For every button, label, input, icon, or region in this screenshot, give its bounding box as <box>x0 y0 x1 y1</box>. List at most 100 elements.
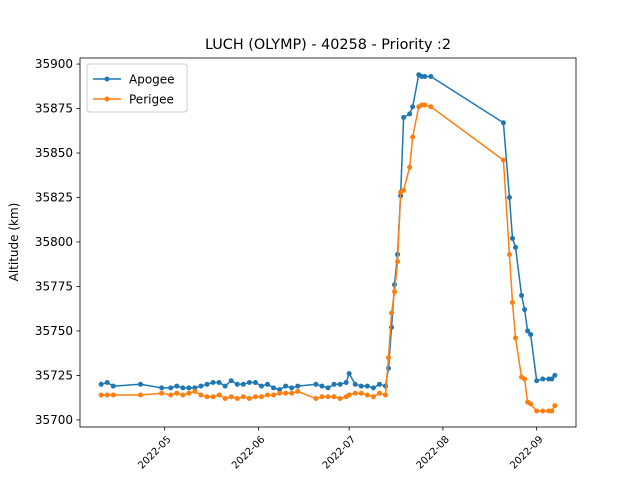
point <box>319 394 325 400</box>
point <box>376 381 382 387</box>
chart-title: LUCH (OLYMP) - 40258 - Priority :2 <box>205 37 451 53</box>
y-tick-label: 35900 <box>35 57 73 71</box>
point <box>522 376 528 382</box>
point <box>204 381 210 387</box>
point <box>370 385 376 391</box>
point <box>159 385 165 391</box>
point <box>337 396 343 402</box>
y-tick-label: 35800 <box>35 235 73 249</box>
point <box>343 380 349 386</box>
point <box>104 392 110 398</box>
point <box>222 383 228 389</box>
point <box>352 381 358 387</box>
point <box>174 390 180 396</box>
point <box>370 394 376 400</box>
legend-marker <box>104 96 110 102</box>
point <box>534 408 540 414</box>
point <box>534 378 540 384</box>
point <box>325 394 331 400</box>
point <box>428 104 434 110</box>
point <box>277 387 283 393</box>
point <box>271 385 277 391</box>
point <box>289 385 295 391</box>
point <box>500 120 506 126</box>
point <box>401 187 407 193</box>
point <box>110 392 116 398</box>
point <box>549 376 555 382</box>
legend-label: Perigee <box>129 93 174 107</box>
point <box>325 385 331 391</box>
point <box>358 390 364 396</box>
legend-marker <box>104 76 110 82</box>
point <box>313 396 319 402</box>
point <box>210 380 216 386</box>
point <box>528 401 534 407</box>
y-tick-label: 35775 <box>35 279 73 293</box>
y-tick-label: 35850 <box>35 146 73 160</box>
point <box>552 403 558 409</box>
point <box>210 394 216 400</box>
point <box>295 388 301 394</box>
point <box>364 392 370 398</box>
point <box>216 380 222 386</box>
point <box>401 114 407 120</box>
point <box>228 378 234 384</box>
y-tick-label: 35700 <box>35 413 73 427</box>
point <box>98 381 104 387</box>
point <box>216 392 222 398</box>
point <box>283 383 289 389</box>
point <box>198 392 204 398</box>
point <box>500 157 506 163</box>
point <box>258 394 264 400</box>
point <box>540 408 546 414</box>
point <box>246 380 252 386</box>
point <box>389 310 395 316</box>
point <box>110 383 116 389</box>
point <box>331 381 337 387</box>
point <box>506 251 512 257</box>
legend-label: Apogee <box>129 73 175 87</box>
point <box>137 392 143 398</box>
point <box>509 299 515 305</box>
point <box>376 390 382 396</box>
point <box>265 392 271 398</box>
y-tick-label: 35750 <box>35 324 73 338</box>
point <box>506 194 512 200</box>
point <box>519 292 525 298</box>
point <box>410 134 416 140</box>
point <box>509 235 515 241</box>
point <box>198 383 204 389</box>
point <box>265 381 271 387</box>
point <box>428 74 434 80</box>
point <box>234 381 240 387</box>
point <box>240 381 246 387</box>
point <box>137 381 143 387</box>
point <box>277 390 283 396</box>
point <box>289 390 295 396</box>
point <box>395 259 401 265</box>
point <box>283 390 289 396</box>
point <box>104 380 110 386</box>
point <box>346 392 352 398</box>
point <box>382 392 388 398</box>
point <box>180 385 186 391</box>
point <box>337 381 343 387</box>
point <box>192 388 198 394</box>
point <box>271 392 277 398</box>
point <box>358 383 364 389</box>
point <box>186 385 192 391</box>
y-axis-label: Altitude (km) <box>7 203 21 282</box>
point <box>258 383 264 389</box>
point <box>552 372 558 378</box>
point <box>422 102 428 108</box>
point <box>246 396 252 402</box>
point <box>352 390 358 396</box>
point <box>422 74 428 80</box>
point <box>192 385 198 391</box>
point <box>228 394 234 400</box>
point <box>252 394 258 400</box>
y-tick-label: 35725 <box>35 368 73 382</box>
point <box>174 383 180 389</box>
point <box>331 394 337 400</box>
